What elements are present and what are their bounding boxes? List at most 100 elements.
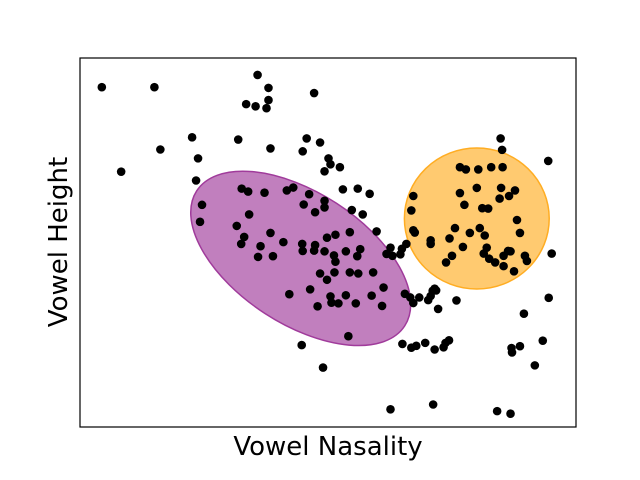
data-point [499,251,508,261]
data-point [251,102,260,111]
x-axis-label: Vowel Nasality [233,432,422,462]
data-point [320,247,329,256]
data-point [515,228,525,238]
data-point [439,342,448,352]
plot-frame [79,57,577,428]
data-point [365,189,374,199]
data-point [344,331,353,341]
data-point [368,268,378,277]
data-point [452,296,461,305]
data-point [338,185,348,194]
data-point [116,167,126,176]
data-point [510,186,520,195]
data-point [335,162,345,172]
data-point [538,336,548,345]
data-point [313,302,322,311]
data-point [428,400,438,409]
data-point [326,159,335,169]
data-point [341,247,351,256]
data-point [445,234,454,243]
data-point [334,299,343,308]
data-point [268,251,278,261]
data-point [461,165,471,174]
data-point [331,230,340,240]
data-point [197,200,207,210]
data-point [297,239,307,249]
data-point [353,184,363,193]
data-point [193,154,203,163]
data-point [304,189,314,199]
data-point [409,191,418,201]
data-point [236,239,246,249]
data-point [447,251,457,261]
data-point [262,103,271,113]
data-point [407,206,416,215]
data-point [498,162,507,172]
data-point [420,338,430,348]
data-point [402,239,411,249]
data-point [433,304,443,314]
data-point [266,228,275,238]
data-point [241,99,251,109]
data-point [475,223,485,233]
data-point [544,293,554,303]
data-point [431,286,441,295]
data-point [379,283,388,292]
data-point [482,243,492,252]
data-point [97,82,107,92]
data-point [315,138,325,147]
data-point [407,343,416,352]
data-point [309,246,319,255]
data-point [519,309,529,319]
data-point [372,227,381,236]
data-point [386,243,395,252]
data-point [264,83,273,93]
data-point [499,261,508,271]
data-point [480,231,490,240]
data-point [237,184,246,193]
data-point [458,242,468,252]
data-point [414,293,424,302]
data-point [320,196,329,206]
data-point [410,228,420,237]
data-point [256,241,265,251]
data-point [543,156,553,166]
data-point [347,205,357,215]
data-point [327,298,336,307]
data-point [355,244,365,254]
data-point [496,134,505,143]
data-point [264,95,273,105]
data-point [426,291,435,301]
data-point [156,145,165,154]
data-point [239,232,249,242]
data-point [522,256,532,266]
data-point [492,406,502,416]
data-point [320,203,329,212]
data-point [444,335,454,345]
data-points [97,70,556,419]
data-point [320,166,329,176]
data-point [472,183,482,193]
data-point [299,200,308,209]
data-point [351,299,361,308]
data-point [547,249,556,258]
data-point [490,258,500,267]
data-point [382,249,391,259]
data-point [465,228,475,238]
data-point [486,162,496,172]
data-point [386,404,395,414]
data-point [298,246,308,256]
data-point [233,135,243,144]
data-point [398,339,407,349]
data-point [191,176,201,185]
data-point [298,147,308,156]
data-point [352,251,362,261]
data-point [345,227,355,237]
data-point [353,269,363,278]
data-point [187,133,197,142]
data-point [377,301,387,311]
data-point [507,343,516,353]
data-point [282,186,292,195]
data-point [358,210,368,219]
